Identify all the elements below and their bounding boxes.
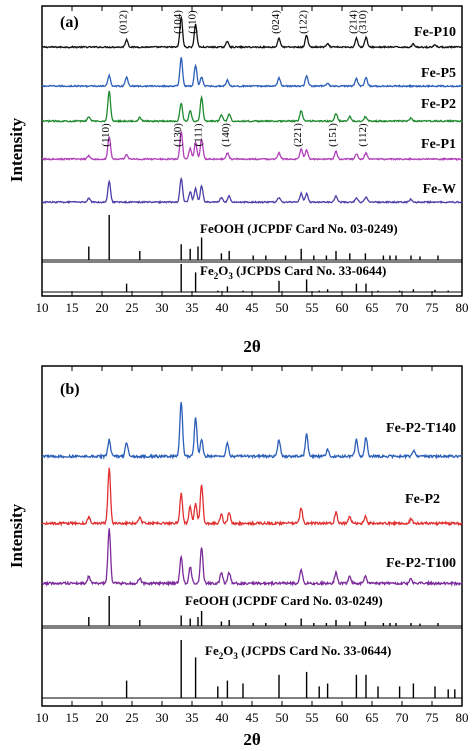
panel-b-x-title: 2θ — [243, 730, 261, 749]
x-tick-label: 20 — [96, 710, 109, 725]
x-tick-label: 50 — [276, 710, 289, 725]
x-tick-label: 65 — [366, 300, 379, 315]
x-tick-label: 55 — [306, 710, 319, 725]
panel-b-y-title: Intensity — [7, 503, 26, 568]
panel-a-x-title: 2θ — [243, 337, 261, 356]
x-tick-label: 35 — [186, 300, 199, 315]
x-tick-label: 70 — [396, 300, 409, 315]
x-tick-label: 55 — [306, 300, 319, 315]
x-tick-label: 10 — [36, 300, 49, 315]
x-tick-label: 10 — [36, 710, 49, 725]
reference-label: FeOOH (JCPDF Card No. 03-0249) — [200, 221, 398, 236]
series-line-fe-w — [41, 176, 463, 205]
x-tick-label: 65 — [366, 710, 379, 725]
x-tick-label: 60 — [336, 300, 349, 315]
x-tick-label: 40 — [216, 710, 229, 725]
x-tick-label: 50 — [276, 300, 289, 315]
hkl-label-hematite: (110) — [187, 10, 199, 34]
x-tick-label: 45 — [246, 300, 259, 315]
series-label-fe-p10: Fe-P10 — [414, 25, 456, 40]
series-line-fe-p5 — [41, 57, 463, 89]
x-tick-label: 30 — [156, 300, 169, 315]
x-tick-label: 15 — [66, 300, 79, 315]
x-tick-label: 80 — [456, 710, 469, 725]
series-label-fe-w: Fe-W — [423, 182, 456, 197]
series-label-fe-p2: Fe-P2 — [405, 492, 440, 507]
series-label-fe-p1: Fe-P1 — [421, 137, 456, 152]
x-tick-label: 25 — [126, 710, 139, 725]
series-label-fe-p5: Fe-P5 — [421, 66, 456, 81]
panel-b: (b) Fe-P2-T140 Fe-P2 Fe-P2-T100 FeOOH (JCP… — [36, 365, 469, 725]
x-tick-label: 60 — [336, 710, 349, 725]
x-tick-label: 45 — [246, 710, 259, 725]
hkl-label-goethite: (221) — [292, 123, 304, 147]
hkl-label-hematite: (024) — [270, 10, 282, 34]
x-tick-label: 30 — [156, 710, 169, 725]
x-tick-label: 15 — [66, 710, 79, 725]
x-tick-label: 40 — [216, 300, 229, 315]
x-tick-label: 75 — [426, 710, 439, 725]
series-line-fe-p2-t100 — [41, 528, 463, 588]
series-line-fe-p1 — [41, 129, 463, 162]
x-tick-label: 75 — [426, 300, 439, 315]
panel-b-tag: (b) — [60, 381, 80, 398]
hkl-label-goethite: (140) — [220, 123, 232, 147]
series-line-fe-p2 — [41, 467, 463, 527]
hkl-label-goethite: (151) — [327, 123, 339, 147]
x-tick-label: 25 — [126, 300, 139, 315]
hkl-label-goethite: (112) — [357, 123, 369, 147]
hkl-label-goethite: (130) — [172, 123, 184, 147]
series-label-fe-p2-t100: Fe-P2-T100 — [386, 556, 456, 571]
series-label-fe-p2-t140: Fe-P2-T140 — [386, 421, 456, 436]
reference-label: Fe2O3 (JCPDS Card No. 33-0644) — [200, 263, 386, 281]
series-line-fe-p2 — [41, 90, 463, 124]
series-line-fe-p10 — [41, 14, 463, 50]
panel-a: (a) Fe-P10 Fe-P5 Fe-P2 Fe-P1 Fe-W FeOOH (JCP… — [36, 5, 469, 315]
x-tick-label: 20 — [96, 300, 109, 315]
panel-a-y-title: Intensity — [7, 117, 26, 182]
panel-a-tag: (a) — [60, 14, 79, 31]
reference-label: Fe2O3 (JCPDS Card No. 33-0644) — [205, 643, 391, 661]
hkl-label-goethite: (110) — [100, 123, 112, 147]
hkl-label-hematite: (104) — [172, 10, 184, 34]
hkl-label-hematite: (310) — [357, 10, 369, 34]
x-tick-label: 80 — [456, 300, 469, 315]
series-line-fe-p2-t140 — [41, 402, 463, 460]
hkl-label-hematite: (122) — [298, 10, 310, 34]
panel-a-frame — [41, 5, 463, 297]
x-tick-label: 35 — [186, 710, 199, 725]
hkl-label-goethite: (111) — [193, 123, 205, 146]
x-tick-label: 70 — [396, 710, 409, 725]
series-label-fe-p2: Fe-P2 — [421, 97, 456, 112]
reference-label: FeOOH (JCPDF Card No. 03-0249) — [185, 593, 383, 608]
hkl-label-hematite: (012) — [118, 10, 130, 34]
hkl-label-hematite: (214) — [347, 10, 359, 34]
